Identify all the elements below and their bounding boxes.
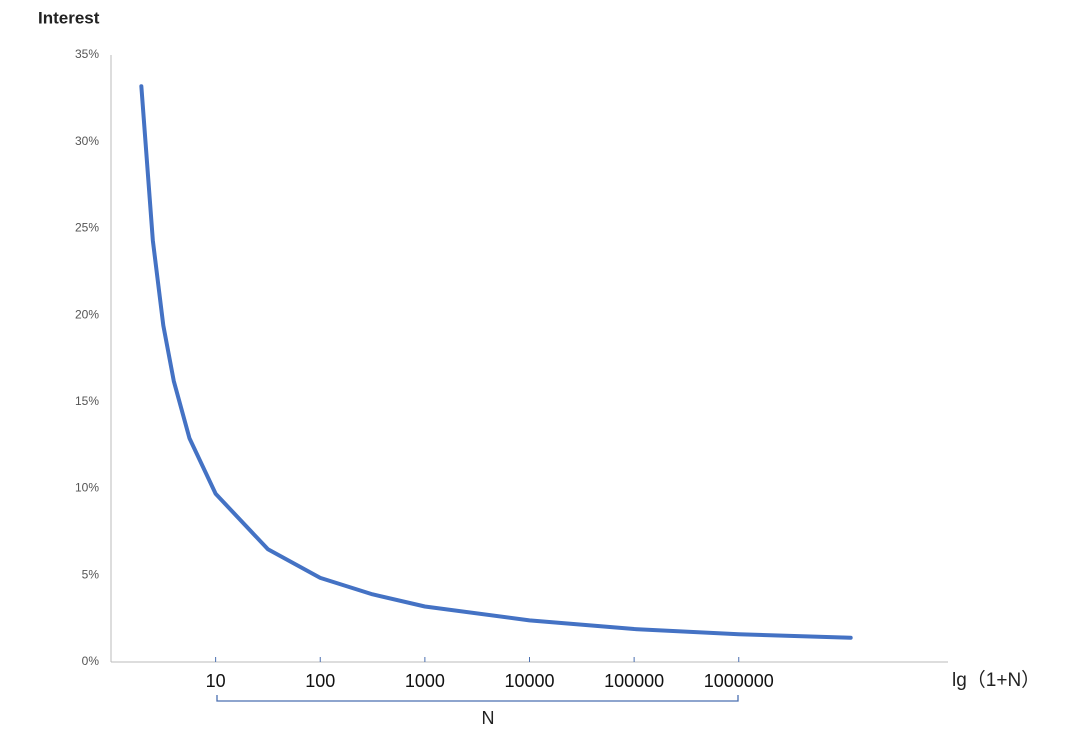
y-tick-label: 20% bbox=[75, 307, 99, 321]
x-axis-title: lg（1+N） bbox=[952, 669, 1040, 691]
x-tick-label: 10000 bbox=[504, 671, 554, 691]
y-tick-label: 5% bbox=[82, 567, 100, 581]
n-bracket bbox=[216, 695, 739, 702]
bracket-label: N bbox=[482, 708, 495, 728]
x-tick-label: 1000 bbox=[405, 671, 445, 691]
x-tick-label: 10 bbox=[206, 671, 226, 691]
x-tick-label: 100000 bbox=[604, 671, 664, 691]
y-axis-title: Interest bbox=[38, 8, 100, 27]
y-tick-label: 35% bbox=[75, 47, 99, 61]
y-tick-label: 30% bbox=[75, 134, 99, 148]
y-tick-label: 10% bbox=[75, 481, 99, 495]
y-tick-label: 15% bbox=[75, 394, 99, 408]
x-tick-label: 100 bbox=[305, 671, 335, 691]
y-tick-label: 25% bbox=[75, 221, 99, 235]
y-tick-label: 0% bbox=[82, 654, 100, 668]
x-tick-label: 1000000 bbox=[704, 671, 774, 691]
line-series bbox=[139, 84, 853, 640]
